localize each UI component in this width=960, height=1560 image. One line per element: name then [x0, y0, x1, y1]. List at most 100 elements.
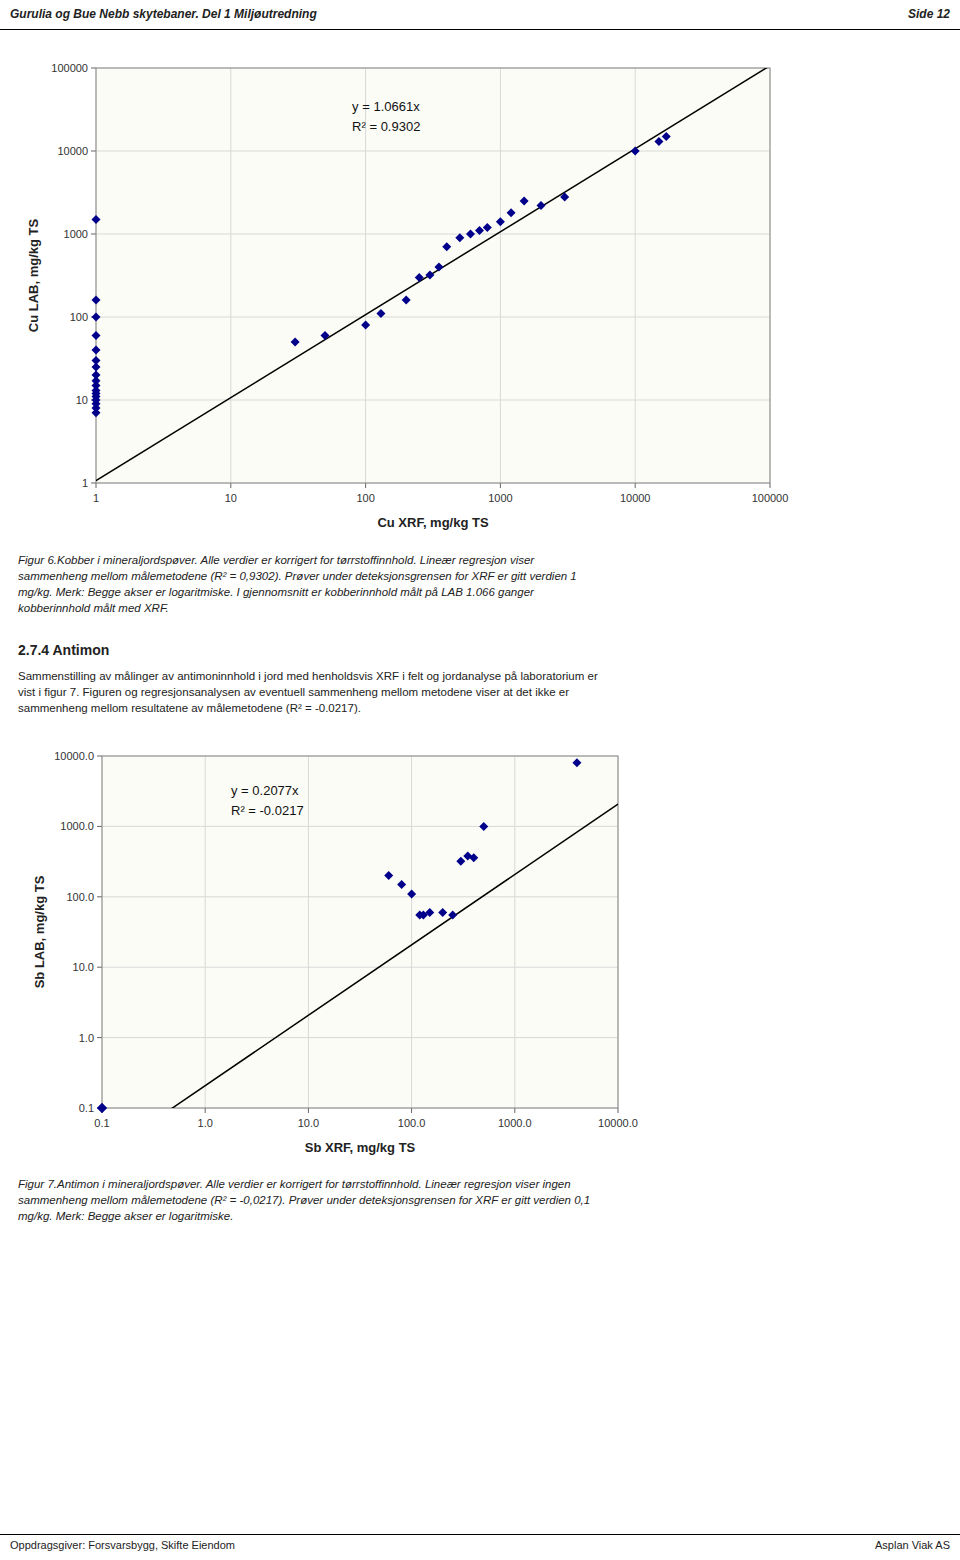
header-rule [0, 29, 960, 30]
scatter-point [361, 321, 370, 330]
scatter-point [536, 201, 545, 210]
x-tick [308, 1108, 309, 1113]
y-tick-label: 100000 [51, 62, 88, 74]
y-tick [97, 1037, 102, 1038]
scatter-point [496, 217, 505, 226]
y-tick-label: 0.1 [79, 1102, 94, 1114]
scatter-point [560, 192, 569, 201]
trend-line-group [96, 68, 770, 481]
x-grid-line [500, 68, 501, 483]
plot-background [96, 68, 770, 483]
x-grid-line [205, 756, 206, 1108]
scatter-point [291, 337, 300, 346]
figure-caption: Figur 7.Antimon i mineraljordspøver. All… [18, 1176, 942, 1224]
scatter-point [384, 871, 393, 880]
x-axis-label: Sb XRF, mg/kg TS [305, 1140, 416, 1155]
y-tick-label: 1000 [64, 228, 88, 240]
scatter-point [92, 371, 101, 380]
x-grid-line [514, 756, 515, 1108]
x-tick [205, 1108, 206, 1113]
x-tick-label: 10000.0 [598, 1117, 638, 1129]
y-axis-label: Sb LAB, mg/kg TS [32, 875, 47, 988]
scatter-point [631, 147, 640, 156]
scatter-point [455, 233, 464, 242]
scatter-point [397, 880, 406, 889]
scatter-point [572, 758, 581, 767]
y-tick-label: 100.0 [66, 891, 94, 903]
scatter-point [98, 1104, 107, 1113]
axes: 0.11.010.0100.01000.010000.00.11.010.010… [54, 750, 638, 1129]
scatter-point [448, 911, 457, 920]
scatter-point [98, 1104, 107, 1113]
x-tick [770, 483, 771, 488]
x-tick-label: 100 [356, 492, 374, 504]
scatter-point [92, 313, 101, 322]
scatter-point [98, 1104, 107, 1113]
scatter-point [92, 215, 101, 224]
scatter-point [507, 208, 516, 217]
x-axis-label: Cu XRF, mg/kg TS [377, 515, 489, 530]
page-header-right: Side 12 [908, 7, 950, 21]
x-tick [618, 1108, 619, 1113]
scatter-point [92, 296, 101, 305]
x-grid-line [230, 68, 231, 483]
y-tick [97, 826, 102, 827]
x-tick-label: 100.0 [398, 1117, 426, 1129]
y-tick [97, 967, 102, 968]
axes: 1101001000100001000001101001000100001000… [51, 62, 788, 504]
y-tick [91, 68, 96, 69]
scatter-point [425, 908, 434, 917]
scatter-point [98, 1104, 107, 1113]
y-tick [91, 234, 96, 235]
scatter-point [475, 226, 484, 235]
scatter-point [92, 346, 101, 355]
annotation: R² = 0.9302 [352, 119, 420, 134]
x-tick [365, 483, 366, 488]
chart: 1101001000100001000001101001000100001000… [18, 52, 790, 545]
y-tick-label: 10000.0 [54, 750, 94, 762]
y-grid-line [96, 317, 770, 318]
x-tick [411, 1108, 412, 1113]
scatter-point [415, 273, 424, 282]
page-footer-right: Asplan Viak AS [875, 1539, 950, 1551]
scatter-point [98, 1104, 107, 1113]
annotation: R² = -0.0217 [231, 803, 304, 818]
scatter-point [402, 296, 411, 305]
grid [96, 68, 770, 483]
x-tick [514, 1108, 515, 1113]
plot-frame [102, 756, 618, 1108]
figure-caption: Figur 6.Kobber i mineraljordspøver. Alle… [18, 552, 942, 616]
scatter-point [662, 132, 671, 141]
x-tick-label: 1.0 [198, 1117, 213, 1129]
scatter-point [456, 857, 465, 866]
y-grid-line [102, 896, 618, 897]
scatter-point [98, 1104, 107, 1113]
scatter-point [321, 331, 330, 340]
scatter-point [466, 230, 475, 239]
chart: 0.11.010.0100.01000.010000.00.11.010.010… [18, 740, 638, 1170]
x-tick [96, 483, 97, 488]
y-grid-line [96, 400, 770, 401]
trend-line [96, 68, 770, 481]
page-header-left: Gurulia og Bue Nebb skytebaner. Del 1 Mi… [10, 7, 317, 21]
y-grid-line [102, 967, 618, 968]
y-axis-label: Cu LAB, mg/kg TS [26, 218, 41, 332]
y-tick-label: 10.0 [73, 961, 94, 973]
scatter-point [98, 1104, 107, 1113]
footer-rule [0, 1534, 960, 1535]
y-grid-line [96, 151, 770, 152]
y-grid-line [102, 826, 618, 827]
page-footer-left: Oppdragsgiver: Forsvarsbygg, Skifte Eien… [10, 1539, 235, 1551]
x-tick-label: 1000 [488, 492, 512, 504]
y-tick [91, 151, 96, 152]
points [98, 758, 582, 1112]
grid [102, 756, 618, 1108]
x-tick-label: 1000.0 [498, 1117, 532, 1129]
x-grid-line [411, 756, 412, 1108]
scatter-point [98, 1104, 107, 1113]
annotation: y = 0.2077x [231, 783, 299, 798]
y-tick-label: 100 [70, 311, 88, 323]
section-header: 2.7.4 Antimon [18, 642, 109, 658]
scatter-point [407, 889, 416, 898]
section-body: Sammenstilling av målinger av antimoninn… [18, 668, 942, 716]
